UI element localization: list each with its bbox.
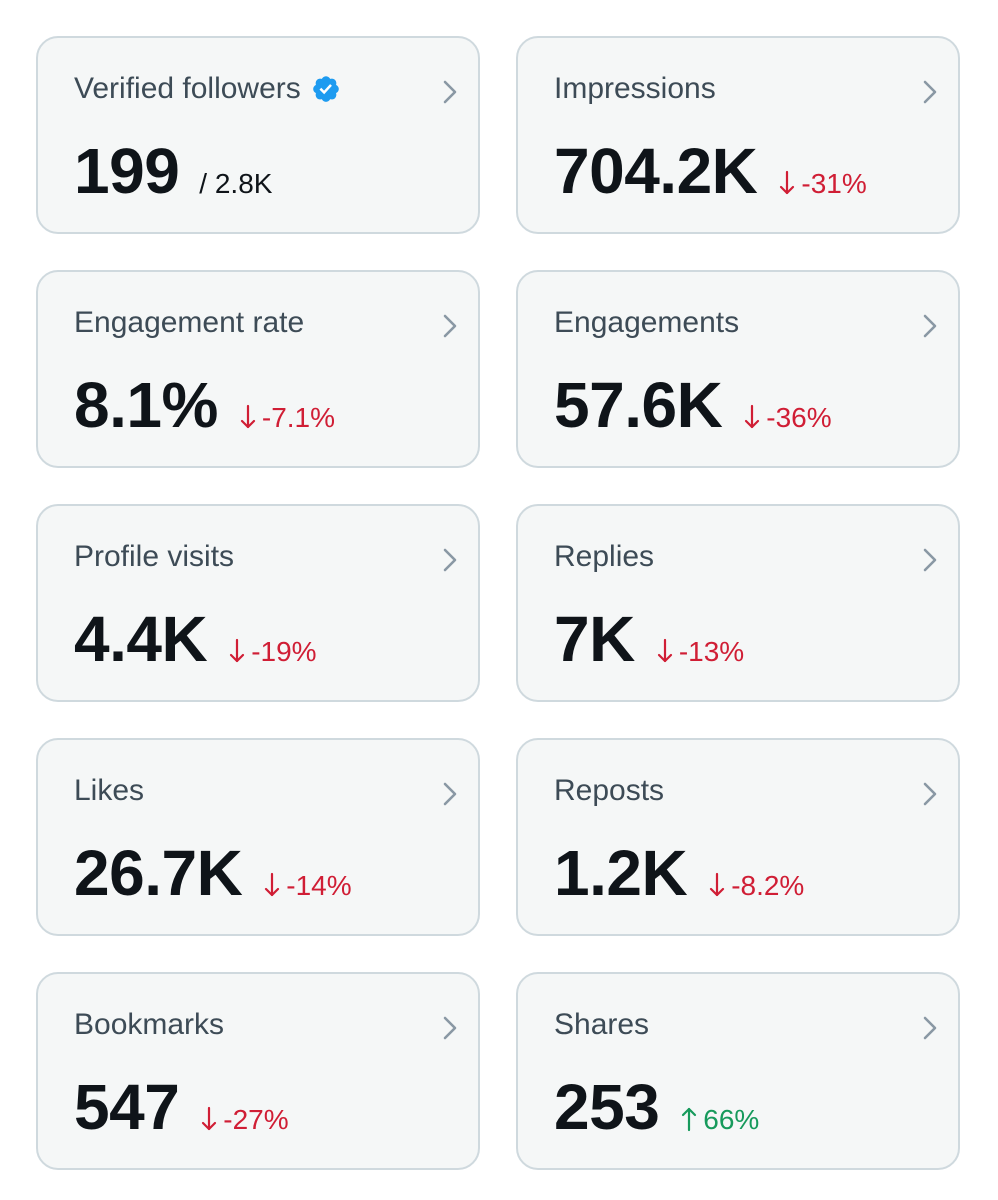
chevron-right-icon (923, 314, 937, 338)
metric-total: / 2.8K (199, 168, 273, 199)
metric-change: -27% (201, 1103, 289, 1136)
value-row: 57.6K -36% (554, 368, 832, 442)
card-title: Bookmarks (74, 1008, 225, 1041)
card-title: Profile visits (74, 540, 235, 573)
metric-value: 4.4K (74, 603, 208, 675)
card-title: Reposts (554, 774, 665, 807)
chevron-right-icon (923, 548, 937, 572)
metric-value: 547 (74, 1071, 180, 1143)
card-replies[interactable]: Replies 7K -13% (516, 504, 960, 702)
metric-change: -13% (657, 635, 744, 668)
metric-change: -36% (744, 401, 832, 434)
metric-value: 57.6K (554, 369, 723, 441)
card-title: Impressions (554, 72, 716, 105)
metric-change-value: -36% (766, 402, 832, 433)
metric-change: -8.2% (709, 869, 804, 902)
card-title-wrap: Shares (554, 1008, 649, 1042)
arrow-down-icon (240, 404, 255, 429)
metric-value: 26.7K (74, 837, 243, 909)
card-title-wrap: Impressions (554, 72, 716, 106)
chevron-right-icon (923, 1016, 937, 1040)
metric-value: 7K (554, 603, 635, 675)
card-reposts[interactable]: Reposts 1.2K -8.2% (516, 738, 960, 936)
arrow-down-icon (265, 872, 280, 897)
value-row: 8.1% -7.1% (74, 368, 335, 442)
chevron-right-icon (443, 548, 457, 572)
metric-change-value: -7.1% (261, 402, 336, 433)
card-title-wrap: Engagement rate (74, 306, 304, 340)
chevron-right-icon (443, 80, 457, 104)
card-impressions[interactable]: Impressions 704.2K -31% (516, 36, 960, 234)
arrow-down-icon (657, 638, 672, 663)
value-row: 26.7K -14% (74, 836, 352, 910)
metric-change: -19% (229, 635, 317, 668)
arrow-down-icon (202, 1106, 217, 1131)
metric-change-value: -13% (678, 636, 745, 667)
value-row: 1.2K -8.2% (554, 836, 804, 910)
arrow-down-icon (745, 404, 760, 429)
chevron-right-icon (443, 314, 457, 338)
metric-change: -7.1% (240, 401, 335, 434)
card-title: Engagements (554, 306, 740, 339)
arrow-down-icon (780, 170, 795, 195)
card-title: Verified followers (74, 72, 301, 105)
metric-change-value: -31% (801, 168, 867, 199)
value-row: 547 -27% (74, 1070, 289, 1144)
card-title: Engagement rate (74, 306, 305, 339)
card-title-wrap: Bookmarks (74, 1008, 224, 1042)
metric-change-value: 66% (703, 1104, 760, 1135)
arrow-up-icon (682, 1107, 697, 1132)
card-engagement-rate[interactable]: Engagement rate 8.1% -7.1% (36, 270, 480, 468)
metric-value: 253 (554, 1071, 660, 1143)
card-profile-visits[interactable]: Profile visits 4.4K -19% (36, 504, 480, 702)
card-shares[interactable]: Shares 253 66% (516, 972, 960, 1170)
arrow-down-icon (230, 638, 245, 663)
card-title-wrap: Reposts (554, 774, 664, 808)
card-title-wrap: Likes (74, 774, 144, 808)
metric-change: -14% (264, 869, 352, 902)
chevron-right-icon (923, 80, 937, 104)
value-row: 253 66% (554, 1070, 759, 1144)
metric-change-value: -14% (286, 870, 352, 901)
card-verified-followers[interactable]: Verified followers 199 / 2.8K (36, 36, 480, 234)
arrow-down-icon (710, 872, 725, 897)
chevron-right-icon (923, 782, 937, 806)
chevron-right-icon (443, 1016, 457, 1040)
metric-change-value: -19% (251, 636, 317, 667)
chevron-right-icon (443, 782, 457, 806)
card-title-wrap: Verified followers (74, 72, 341, 106)
verified-badge-icon (312, 76, 339, 102)
metric-change-value: -8.2% (731, 870, 805, 901)
card-title: Likes (74, 774, 145, 807)
metric-value: 704.2K (554, 135, 758, 207)
metric-change: -31% (779, 167, 867, 200)
metrics-grid: Verified followers 199 / 2.8K Impression… (36, 36, 960, 1170)
card-title-wrap: Replies (554, 540, 654, 574)
card-title: Shares (554, 1008, 650, 1041)
value-row: 7K -13% (554, 602, 744, 676)
card-title: Replies (554, 540, 655, 573)
metric-change: 66% (681, 1103, 759, 1136)
value-row: 4.4K -19% (74, 602, 317, 676)
card-likes[interactable]: Likes 26.7K -14% (36, 738, 480, 936)
value-row: 199 / 2.8K (74, 134, 272, 208)
metric-value: 1.2K (554, 837, 688, 909)
value-row: 704.2K -31% (554, 134, 867, 208)
card-title-wrap: Profile visits (74, 540, 234, 574)
card-engagements[interactable]: Engagements 57.6K -36% (516, 270, 960, 468)
card-bookmarks[interactable]: Bookmarks 547 -27% (36, 972, 480, 1170)
metric-value: 199 (74, 135, 180, 207)
metric-value: 8.1% (74, 369, 218, 441)
card-title-wrap: Engagements (554, 306, 739, 340)
metric-change-value: -27% (223, 1104, 289, 1135)
